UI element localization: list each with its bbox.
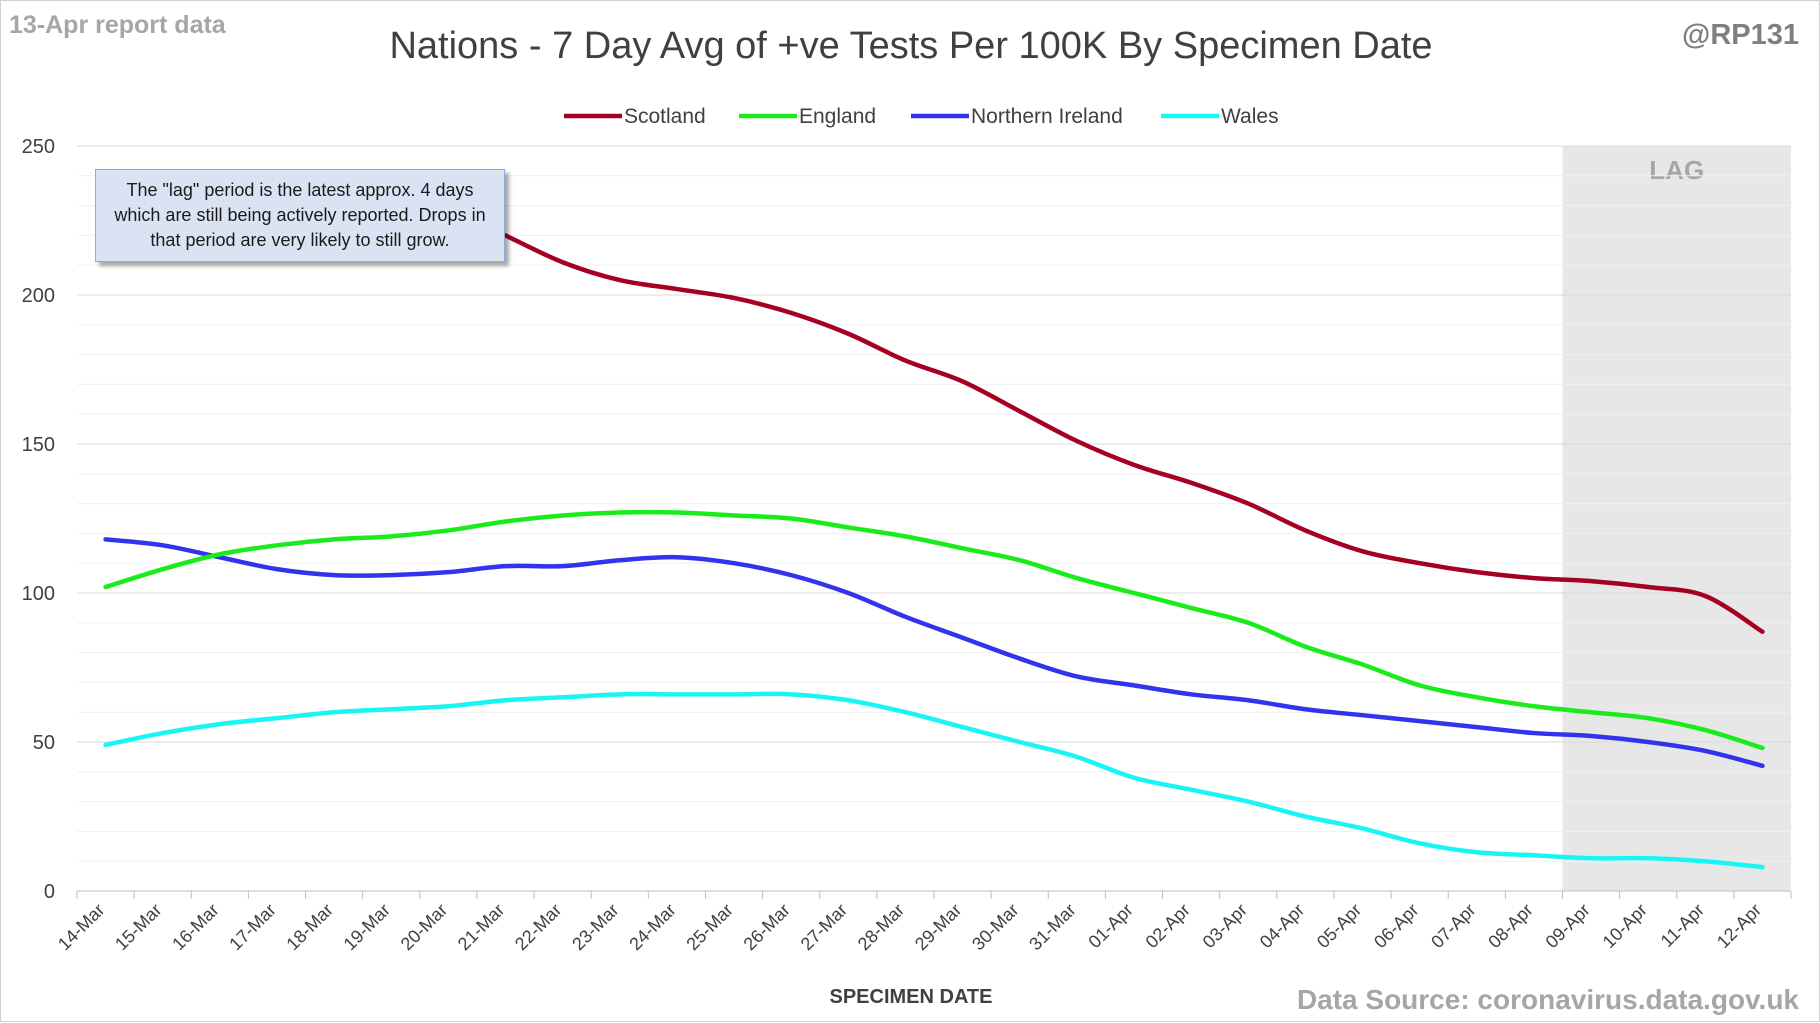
x-tick-label: 01-Apr [1084,900,1136,952]
y-tick-label: 100 [22,583,55,605]
lag-region [1562,146,1791,891]
x-tick-label: 23-Mar [568,900,622,954]
lag-note: The "lag" period is the latest approx. 4… [95,169,505,262]
report-date-label: 13-Apr report data [9,11,226,39]
y-tick-label: 200 [22,285,55,307]
series-line-england [103,509,1765,751]
x-tick-label: 18-Mar [282,900,336,954]
y-tick-label: 50 [33,732,55,754]
x-tick-label: 30-Mar [968,900,1022,954]
legend-label-scotland: Scotland [624,105,706,128]
x-tick-label: 24-Mar [625,900,679,954]
x-tick-label: 20-Mar [397,900,451,954]
legend-label-england: England [799,105,876,128]
x-tick-label: 03-Apr [1199,900,1251,952]
chart-title: Nations - 7 Day Avg of +ve Tests Per 100… [389,25,1433,67]
x-tick-label: 09-Apr [1542,900,1594,952]
lag-label: LAG [1649,155,1704,185]
author-handle: @RP131 [1682,19,1799,51]
x-tick-label: 11-Apr [1657,900,1708,951]
x-tick-label: 07-Apr [1427,900,1479,952]
x-tick-label: 17-Mar [225,900,279,954]
x-axis-title: SPECIMEN DATE [829,986,993,1008]
x-tick-label: 15-Mar [111,900,165,954]
series-line-wales [103,691,1765,870]
x-tick-label: 22-Mar [511,900,565,954]
x-tick-label: 06-Apr [1370,900,1422,952]
x-tick-label: 04-Apr [1256,900,1308,952]
x-tick-label: 28-Mar [854,900,908,954]
x-tick-label: 08-Apr [1484,900,1536,952]
x-tick-label: 21-Mar [454,900,508,954]
x-tick-label: 19-Mar [340,900,394,954]
x-tick-label: 16-Mar [168,900,222,954]
data-source: Data Source: coronavirus.data.gov.uk [1296,984,1799,1015]
series-line-scotland [503,233,1765,634]
x-tick-label: 10-Apr [1599,900,1651,952]
x-tick-label: 27-Mar [797,900,851,954]
x-tick-label: 29-Mar [911,900,965,954]
legend-label-northern-ireland: Northern Ireland [971,105,1123,128]
y-tick-label: 250 [22,136,55,158]
x-tick-label: 05-Apr [1313,900,1365,952]
legend-label-wales: Wales [1221,105,1279,128]
x-tick-label: 12-Apr [1713,900,1765,952]
y-tick-label: 0 [44,881,55,903]
y-tick-label: 150 [22,434,55,456]
x-tick-label: 31-Mar [1025,900,1079,954]
series-line-northern-ireland [103,537,1765,769]
x-tick-label: 25-Mar [682,900,736,954]
x-tick-label: 02-Apr [1142,900,1194,952]
x-tick-label: 14-Mar [54,900,108,954]
x-tick-label: 26-Mar [740,900,794,954]
